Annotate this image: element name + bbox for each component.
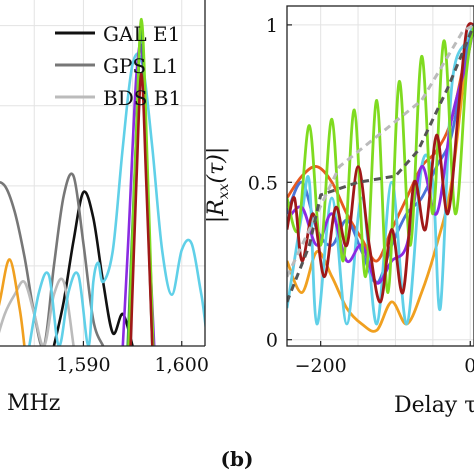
correlation-series-line-7 <box>287 23 474 278</box>
spectrum-series-line-7 <box>127 17 155 346</box>
correlation-x-tick-label: 0 <box>464 355 474 377</box>
spectrum-x-ticks: 1,590 1,600 <box>56 341 209 376</box>
correlation-y-tick-label: 0 <box>266 330 278 352</box>
spectrum-x-tick-label: 1,600 <box>155 354 209 376</box>
correlation-axes-frame <box>286 5 474 347</box>
spectrum-x-tick-label: 1,590 <box>56 354 110 376</box>
spectrum-series-group <box>0 17 205 346</box>
correlation-panel: −200 0 0 0.5 1 |Rxx(τ)| Delay τ <box>204 5 474 418</box>
correlation-y-label: |Rxx(τ)| <box>204 147 232 224</box>
panel-label: (b) <box>221 447 254 471</box>
correlation-x-tick-label: −200 <box>295 355 347 377</box>
spectrum-x-label: MHz <box>7 391 60 416</box>
spectrum-series-line-8 <box>129 72 154 346</box>
correlation-series-line-8 <box>287 24 474 303</box>
legend-label-gal-e1: GAL E1 <box>103 22 180 46</box>
correlation-series-group <box>287 22 474 333</box>
correlation-series-line-6 <box>287 22 474 304</box>
correlation-ticks: −200 0 0 0.5 1 <box>248 15 474 377</box>
correlation-y-tick-label: 1 <box>266 15 278 37</box>
spectrum-series-line-0 <box>52 190 134 346</box>
correlation-y-tick-label: 0.5 <box>248 172 278 194</box>
spectrum-panel: 1,590 1,600 MHz GAL E1 GPS L1 BDS B1 <box>0 0 209 416</box>
legend: GAL E1 GPS L1 BDS B1 <box>55 22 181 110</box>
correlation-x-label: Delay τ <box>394 393 474 418</box>
spectrum-series-line-4 <box>28 52 205 346</box>
legend-label-gps-l1: GPS L1 <box>103 54 179 78</box>
spectrum-series-line-3 <box>0 258 26 346</box>
legend-label-bds-b1: BDS B1 <box>103 86 181 110</box>
